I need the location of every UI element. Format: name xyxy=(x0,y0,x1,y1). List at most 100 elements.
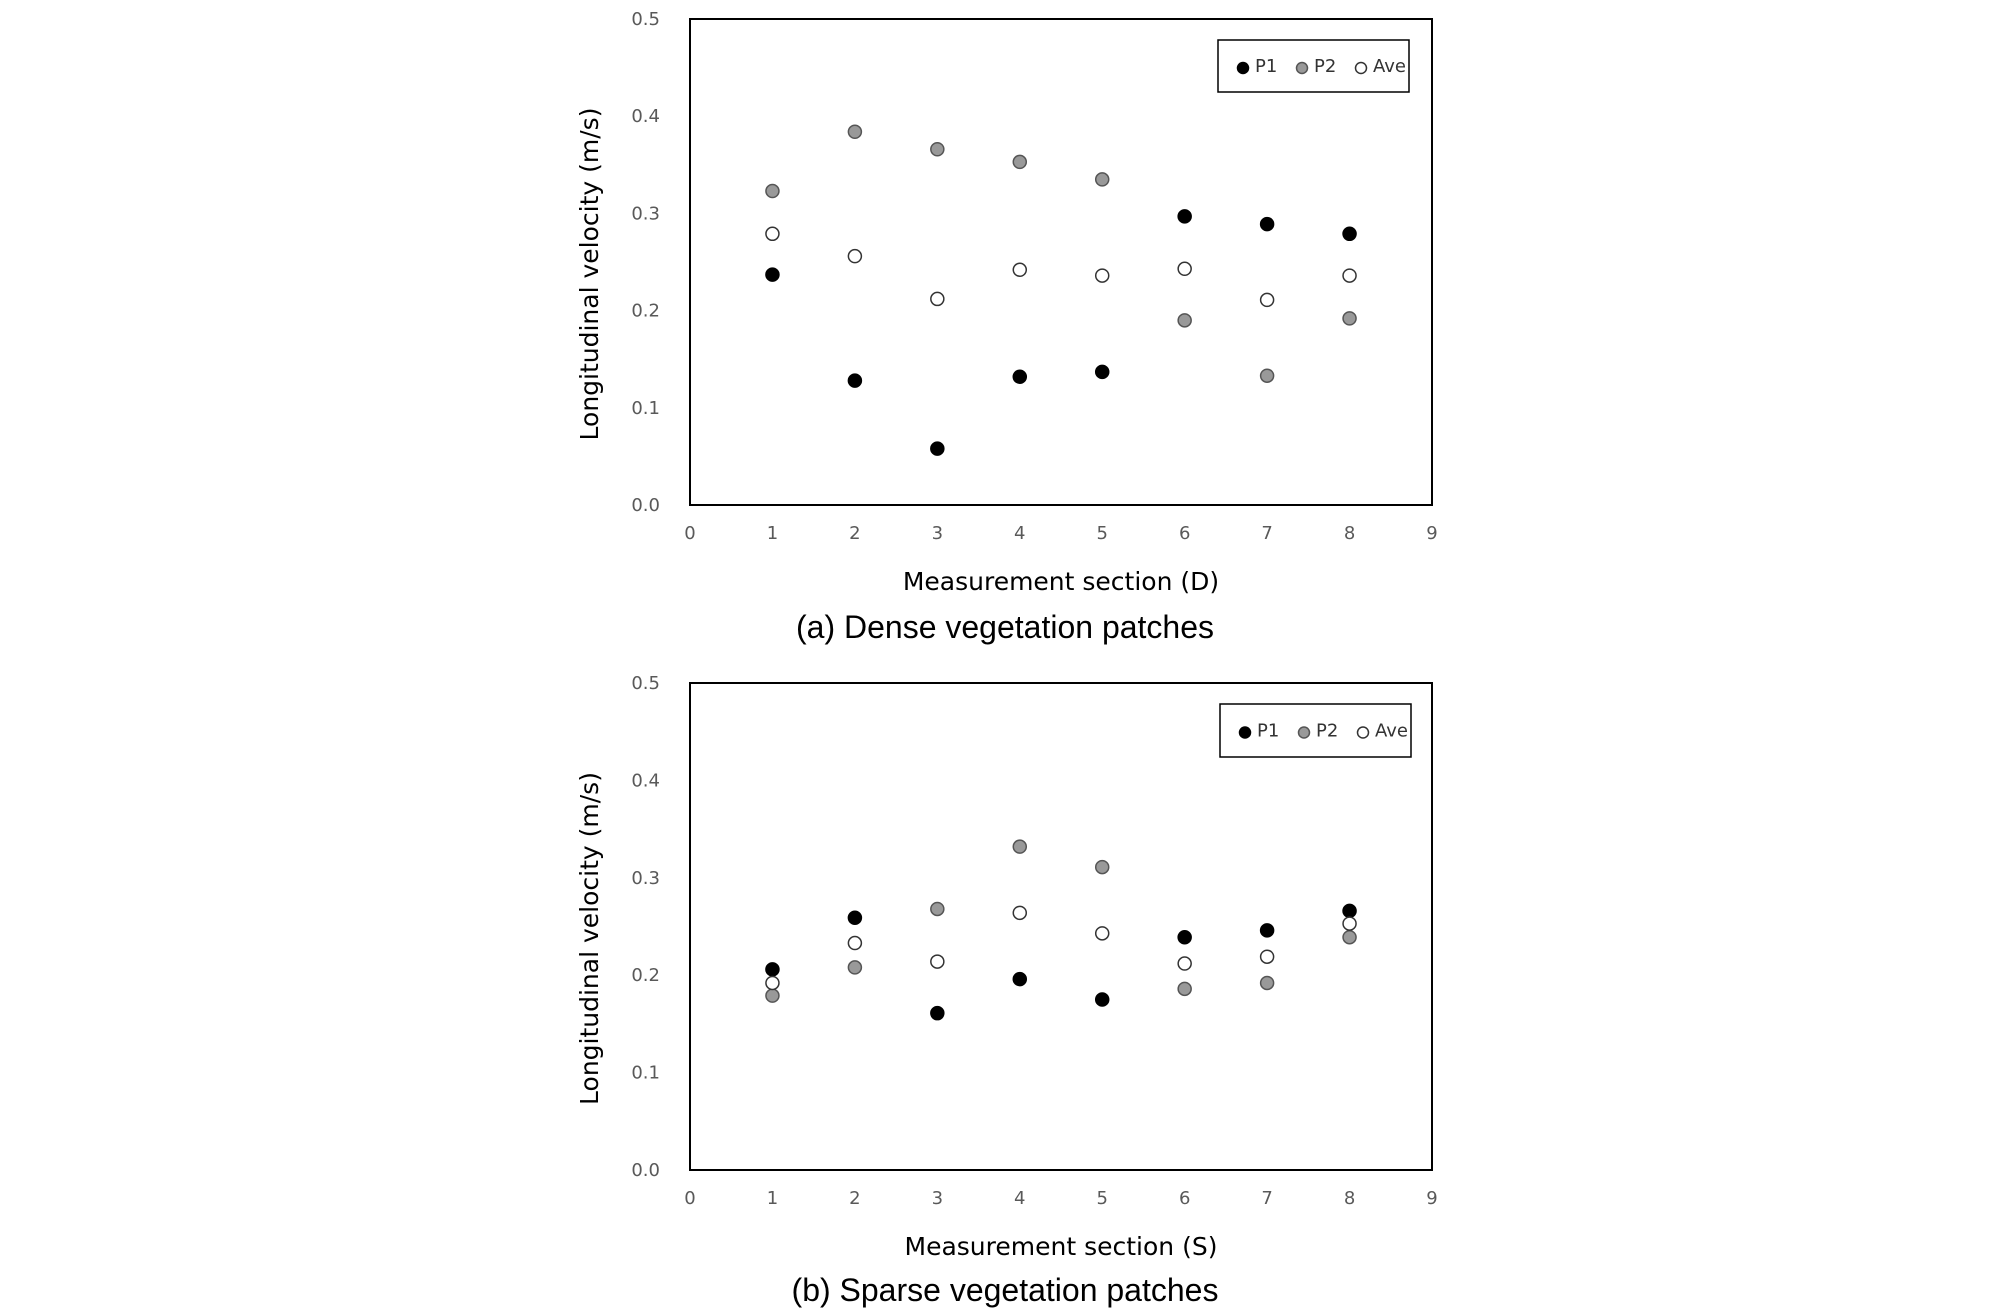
data-point-ave xyxy=(1094,926,1110,941)
data-point-p1 xyxy=(1094,992,1110,1007)
data-point-ave xyxy=(1012,905,1028,921)
data-point-ave xyxy=(1259,292,1275,308)
y-axis-title: Longitudinal velocity (m/s) xyxy=(575,108,604,441)
legend-box xyxy=(1217,39,1410,93)
y-tick-label: 0.5 xyxy=(631,9,660,30)
y-axis-title: Longitudinal velocity (m/s) xyxy=(575,772,604,1105)
figure-caption: (a) Dense vegetation patches xyxy=(796,609,1214,645)
data-point-p1 xyxy=(1342,226,1357,242)
legend-label-ave: Ave xyxy=(1373,56,1406,77)
y-tick-label: 0.4 xyxy=(631,770,660,791)
x-tick-label: 1 xyxy=(767,1188,778,1209)
data-point-p2 xyxy=(1342,311,1357,326)
x-tick-label: 1 xyxy=(767,523,778,544)
data-point-p2 xyxy=(1259,975,1275,991)
x-tick-label: 2 xyxy=(849,523,860,544)
data-point-p2 xyxy=(930,141,945,157)
x-tick-label: 7 xyxy=(1261,1188,1272,1209)
data-point-p1 xyxy=(930,441,945,456)
x-tick-label: 6 xyxy=(1179,1188,1190,1209)
legend-marker-p2 xyxy=(1295,61,1309,75)
legend-marker-ave xyxy=(1356,726,1370,739)
data-point-ave xyxy=(1094,268,1110,283)
data-point-p1 xyxy=(1342,903,1357,919)
chart-dense: 0.0 0.1 0.2 0.3 0.4 0.5 0 1 2 3 4 5 6 7 8 9 Measurement … xyxy=(575,9,1438,645)
legend-label-p1: P1 xyxy=(1257,721,1279,742)
y-tick-label: 0.5 xyxy=(631,673,660,694)
data-point-ave xyxy=(930,291,945,307)
data-point-p1 xyxy=(1177,929,1192,945)
data-point-p1 xyxy=(765,267,780,282)
y-tick-label: 0.4 xyxy=(631,106,660,127)
data-point-ave xyxy=(930,954,945,969)
data-point-p2 xyxy=(1177,981,1192,997)
legend-label-ave: Ave xyxy=(1375,721,1408,742)
y-tick-label: 0.3 xyxy=(631,203,660,224)
y-tick-label: 0.2 xyxy=(631,301,660,322)
x-tick-label: 4 xyxy=(1014,1188,1025,1209)
legend-box xyxy=(1219,703,1412,758)
data-point-p1 xyxy=(1094,364,1110,380)
x-tick-label: 5 xyxy=(1096,1188,1107,1209)
x-tick-label: 6 xyxy=(1179,523,1190,544)
data-point-p2 xyxy=(847,960,863,975)
data-point-p1 xyxy=(847,910,863,925)
y-tick-label: 0.0 xyxy=(631,1160,660,1181)
chart-sparse: 0.0 0.1 0.2 0.3 0.4 0.5 0 1 2 3 4 5 6 7 8 9 Measurement … xyxy=(575,673,1438,1308)
x-axis-title: Measurement section (D) xyxy=(903,567,1219,596)
y-tick-label: 0.3 xyxy=(631,868,660,889)
x-tick-label: 3 xyxy=(932,523,943,544)
y-tick-label: 0.1 xyxy=(631,398,660,419)
legend-marker-p2 xyxy=(1297,726,1311,739)
x-tick-label: 4 xyxy=(1014,523,1025,544)
data-point-p2 xyxy=(1259,368,1275,383)
data-point-ave xyxy=(1012,262,1028,278)
data-point-ave xyxy=(847,935,863,951)
data-point-p2 xyxy=(1094,172,1110,187)
x-axis-title: Measurement section (S) xyxy=(905,1232,1218,1261)
data-point-ave xyxy=(1177,956,1192,971)
x-tick-label: 9 xyxy=(1426,523,1437,544)
legend-label-p1: P1 xyxy=(1255,56,1277,77)
data-point-p1 xyxy=(1012,971,1028,987)
x-tick-label: 3 xyxy=(932,1188,943,1209)
legend-label-p2: P2 xyxy=(1314,56,1336,77)
x-tick-label: 7 xyxy=(1261,523,1272,544)
data-point-p1 xyxy=(1259,923,1275,938)
legend-marker-p1 xyxy=(1236,61,1250,75)
data-point-p2 xyxy=(1012,154,1028,170)
plot-frame xyxy=(689,18,1433,506)
data-point-p2 xyxy=(1094,859,1110,875)
legend-label-p2: P2 xyxy=(1316,721,1338,742)
x-tick-label: 8 xyxy=(1344,1188,1355,1209)
data-point-ave xyxy=(765,226,780,242)
data-point-p1 xyxy=(1177,209,1192,224)
data-point-ave xyxy=(1342,916,1357,931)
x-tick-label: 0 xyxy=(684,523,695,544)
data-point-p2 xyxy=(765,183,780,199)
data-point-ave xyxy=(1259,949,1275,964)
data-point-p2 xyxy=(1012,839,1028,854)
data-point-p1 xyxy=(847,373,863,388)
x-tick-label: 9 xyxy=(1426,1188,1437,1209)
x-tick-label: 8 xyxy=(1344,523,1355,544)
y-tick-label: 0.0 xyxy=(631,495,660,516)
plot-frame xyxy=(689,682,1433,1171)
data-point-p2 xyxy=(1177,313,1192,328)
x-tick-label: 5 xyxy=(1096,523,1107,544)
data-point-p1 xyxy=(1259,216,1275,232)
data-point-p1 xyxy=(765,962,780,977)
data-point-p2 xyxy=(847,124,863,140)
x-tick-label: 2 xyxy=(849,1188,860,1209)
legend-marker-p1 xyxy=(1238,726,1252,739)
legend-marker-ave xyxy=(1354,61,1368,75)
data-point-p2 xyxy=(1342,929,1357,945)
data-point-ave xyxy=(1177,261,1192,277)
data-point-ave xyxy=(847,248,863,264)
data-point-p1 xyxy=(930,1005,945,1021)
data-point-p2 xyxy=(765,988,780,1003)
y-tick-label: 0.2 xyxy=(631,965,660,986)
y-tick-label: 0.1 xyxy=(631,1063,660,1084)
data-point-ave xyxy=(765,975,780,991)
